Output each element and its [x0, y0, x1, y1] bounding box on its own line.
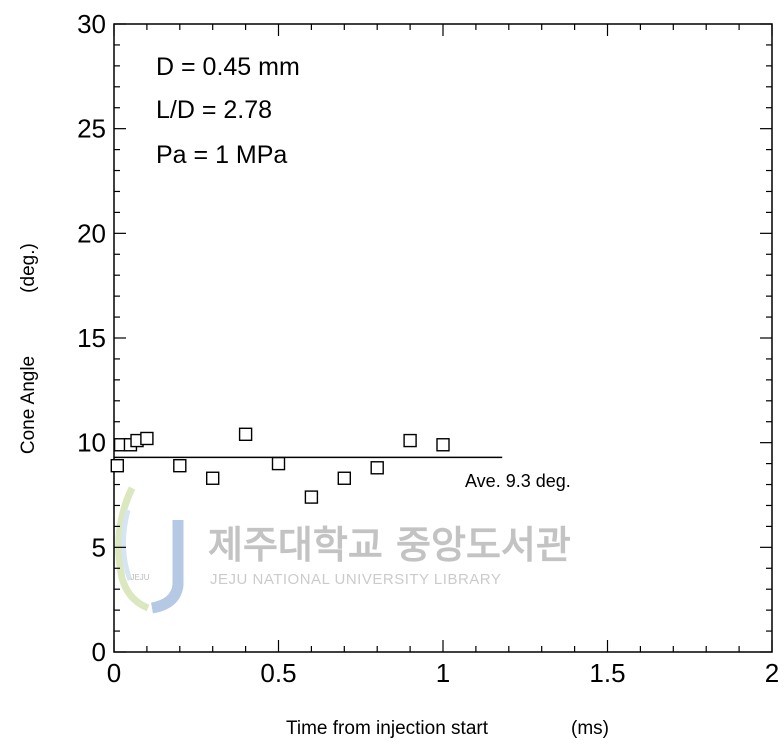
x-tick-label: 0	[107, 658, 121, 688]
annotation-diameter: D = 0.45 mm	[156, 53, 300, 81]
data-point	[110, 458, 124, 473]
watermark-logo-text: JEJU	[130, 573, 149, 582]
x-axis-label: Time from injection start	[286, 718, 489, 739]
data-point	[304, 490, 319, 504]
data-point	[205, 471, 220, 485]
y-tick-label: 20	[77, 218, 106, 248]
annotation-ambient-pressure: Pa = 1 MPa	[156, 141, 287, 169]
data-point	[436, 438, 450, 452]
data-point	[173, 458, 187, 473]
data-points	[110, 427, 450, 504]
data-point	[271, 456, 286, 471]
y-tick-label: 10	[77, 428, 106, 458]
y-tick-label: 0	[92, 637, 106, 667]
y-axis-unit: (deg.)	[18, 243, 39, 293]
y-axis-tick-labels: 0 5 10 15 20 25 30	[77, 9, 106, 667]
data-point	[403, 433, 417, 448]
data-point	[140, 431, 154, 446]
y-axis-ticks	[114, 23, 772, 653]
x-axis-ticks	[113, 24, 773, 652]
x-tick-label: 1	[436, 658, 450, 688]
watermark-korean-text: 제주대학교 중앙도서관	[208, 523, 571, 567]
x-axis-tick-labels: 0 0.5 1 1.5 2	[107, 658, 779, 688]
x-axis-title: Time from injection start (ms)	[286, 718, 609, 739]
y-tick-label: 25	[77, 114, 106, 144]
y-tick-label: 30	[77, 9, 106, 39]
watermark-logo: JEJU	[115, 486, 184, 614]
x-tick-label: 2	[765, 658, 779, 688]
x-axis-unit: (ms)	[571, 718, 609, 739]
y-axis-label: Cone Angle	[18, 356, 39, 454]
watermark-english-text: JEJU NATIONAL UNIVERSITY LIBRARY	[210, 571, 501, 588]
x-tick-label: 0.5	[260, 658, 296, 688]
average-label: Ave. 9.3 deg.	[465, 471, 571, 491]
y-tick-label: 15	[77, 323, 106, 353]
data-point	[238, 427, 253, 441]
data-point	[337, 471, 351, 485]
library-watermark: JEJU 제주대학교 중앙도서관 JEJU NATIONAL UNIVERSIT…	[115, 486, 571, 614]
y-tick-label: 5	[92, 532, 106, 562]
annotation-ld-ratio: L/D = 2.78	[156, 96, 272, 124]
average-line-group: Ave. 9.3 deg.	[114, 456, 571, 491]
x-tick-label: 1.5	[589, 658, 625, 688]
data-point	[370, 461, 384, 475]
y-axis-title: Cone Angle (deg.)	[18, 243, 39, 454]
